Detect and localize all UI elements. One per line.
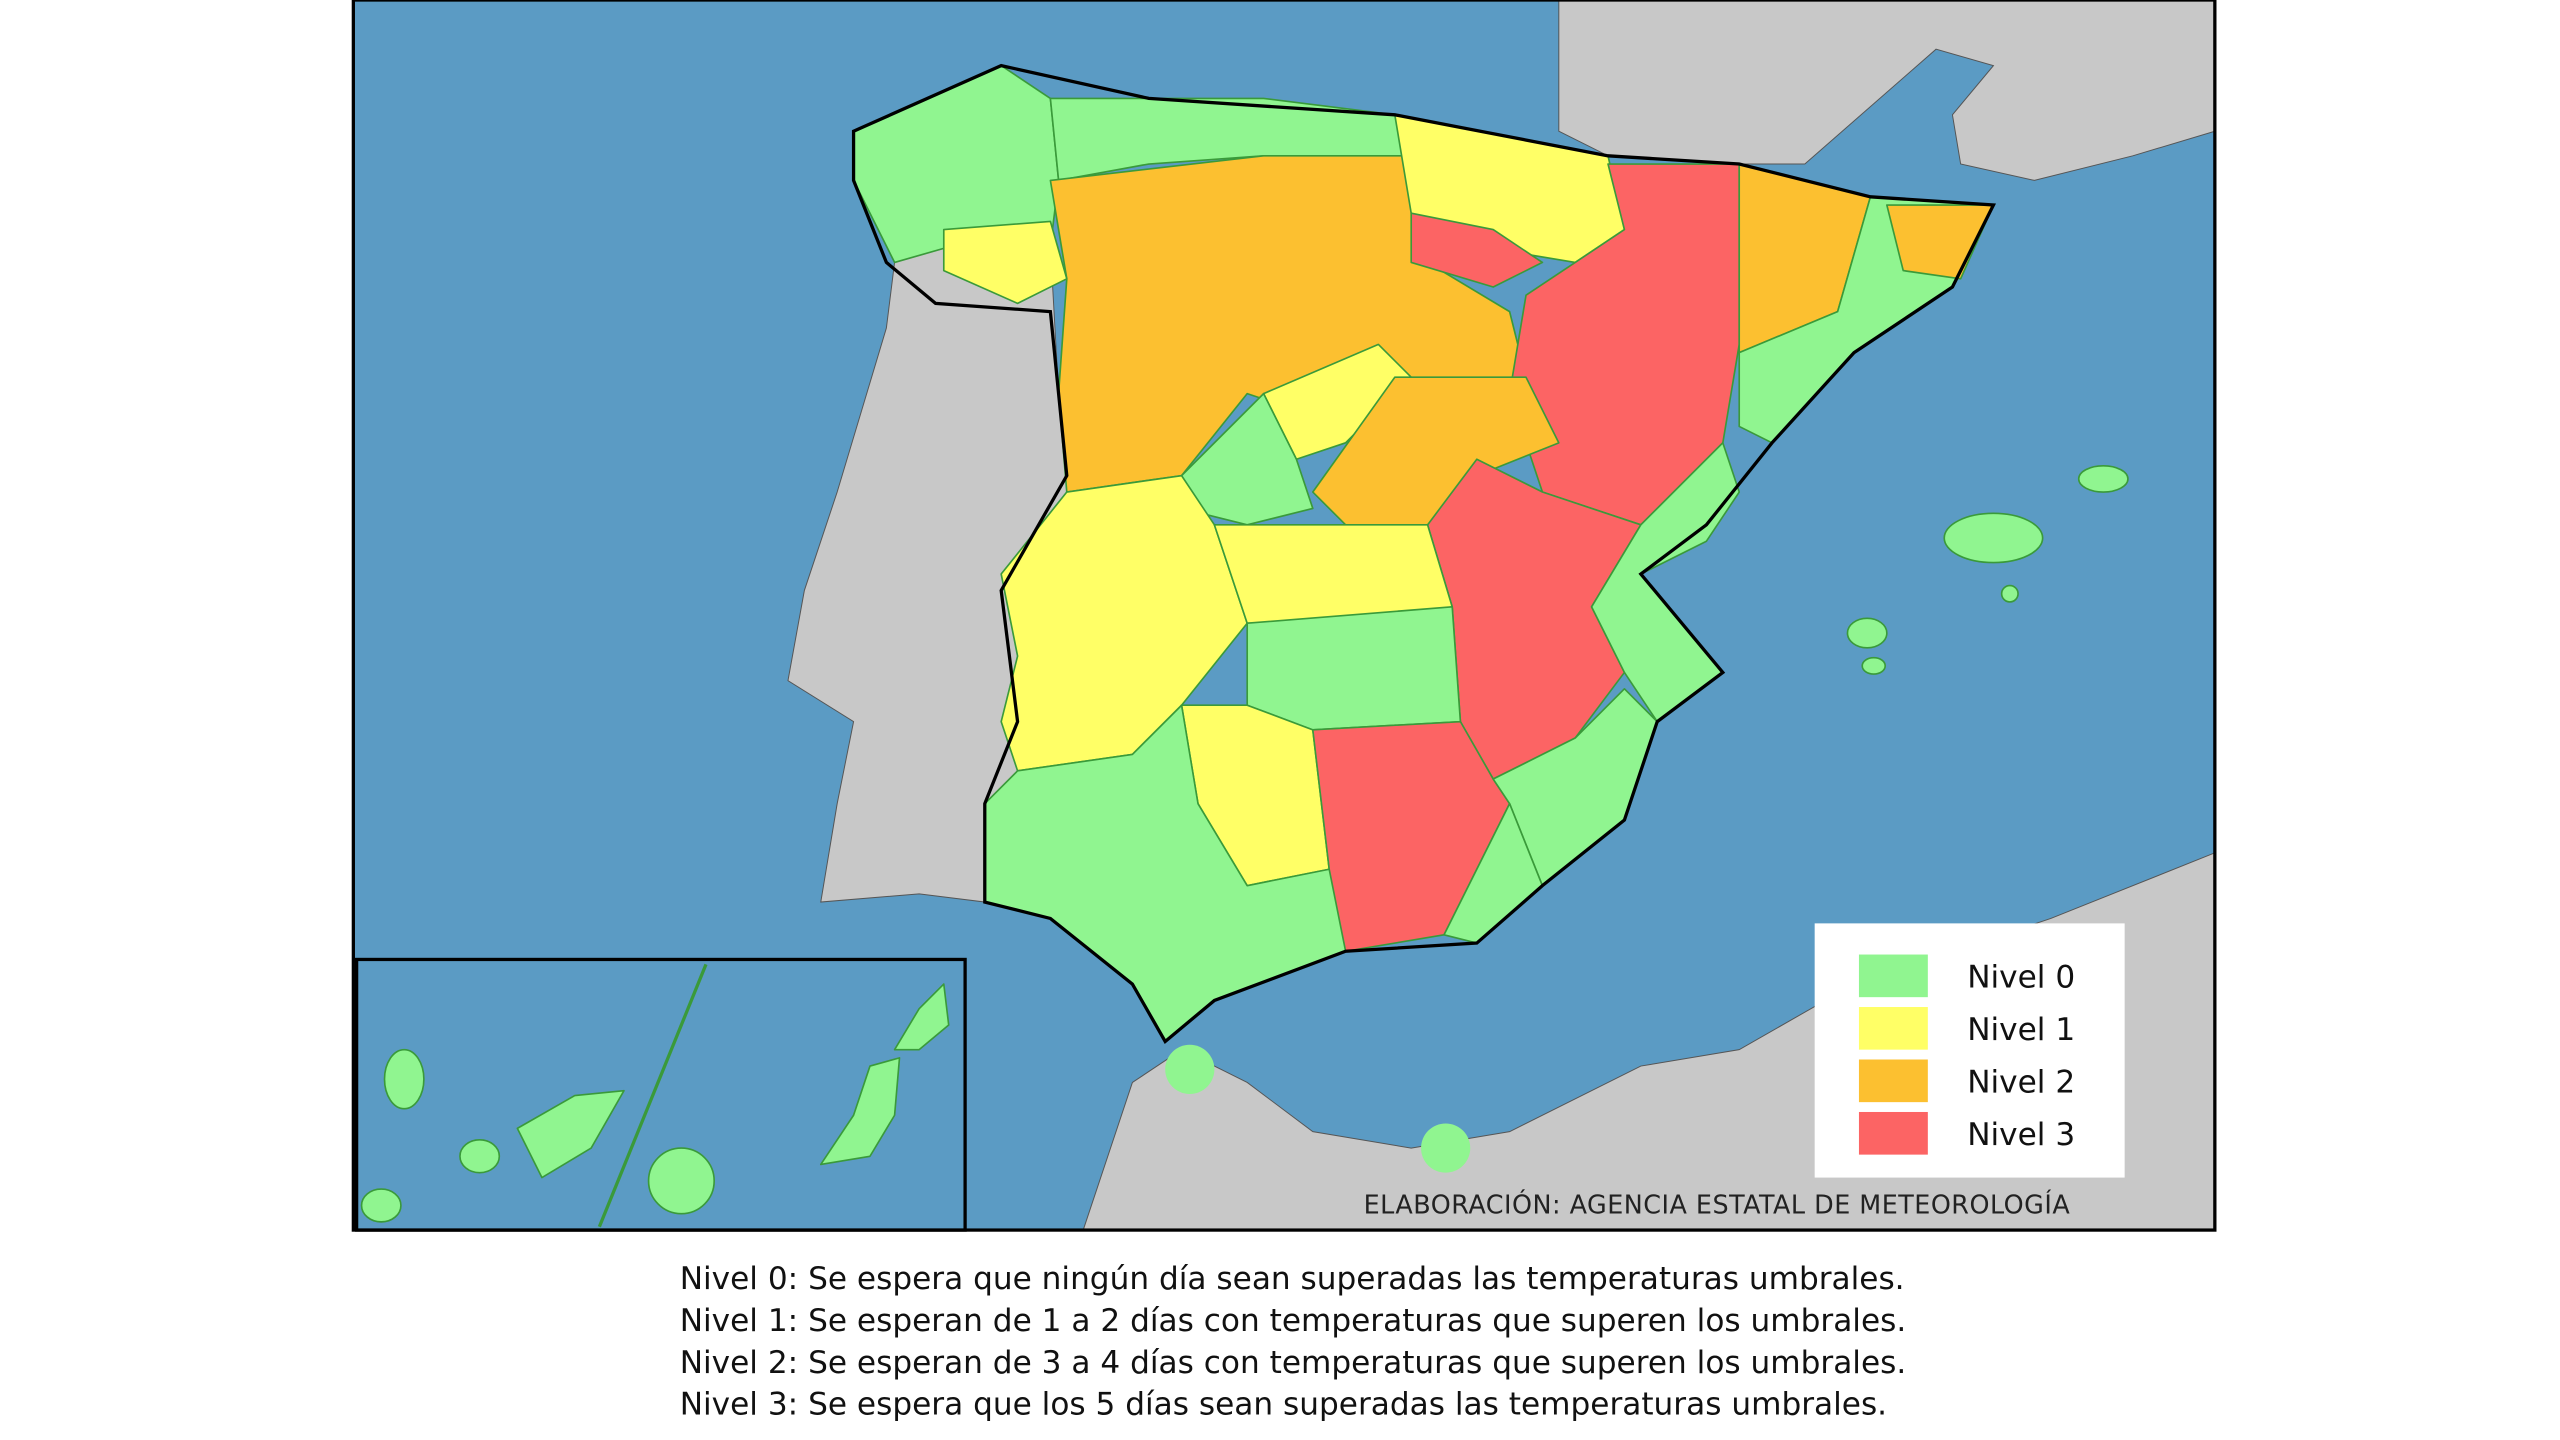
- note-line: Nivel 1: Se esperan de 1 a 2 días con te…: [680, 1303, 1907, 1339]
- canary-inset: [354, 957, 967, 1232]
- note-line: Nivel 3: Se espera que los 5 días sean s…: [680, 1387, 1887, 1423]
- legend-swatch: [1858, 954, 1928, 998]
- spain-regions: [851, 63, 1997, 1044]
- legend-label: Nivel 0: [1967, 959, 2075, 995]
- credit: ELABORACIÓN: AGENCIA ESTATAL DE METEOROL…: [1364, 1190, 2071, 1220]
- note-line: Nivel 0: Se espera que ningún día sean s…: [680, 1261, 1905, 1297]
- legend-swatch: [1858, 1059, 1928, 1103]
- legend-label: Nivel 2: [1967, 1064, 2075, 1100]
- legend: Nivel 0 Nivel 1 Nivel 2 Nivel 3: [1858, 954, 2075, 1155]
- map-frame: [351, 0, 2217, 1232]
- legend-label: Nivel 1: [1967, 1012, 2075, 1048]
- note-line: Nivel 2: Se esperan de 3 a 4 días con te…: [680, 1345, 1907, 1381]
- legend-swatch: [1858, 1007, 1928, 1050]
- legend-swatch: [1858, 1111, 1928, 1155]
- balearic-islands: [1846, 464, 2129, 675]
- legend-label: Nivel 3: [1967, 1117, 2075, 1153]
- ceuta: [1165, 1044, 1215, 1094]
- map: Nivel 0 Nivel 1 Nivel 2 Nivel 3 ELABORACIÓN…: [351, 0, 2217, 1232]
- melilla: [1421, 1123, 1471, 1173]
- notes: Nivel 0: Se espera que ningún día sean s…: [680, 1261, 1907, 1422]
